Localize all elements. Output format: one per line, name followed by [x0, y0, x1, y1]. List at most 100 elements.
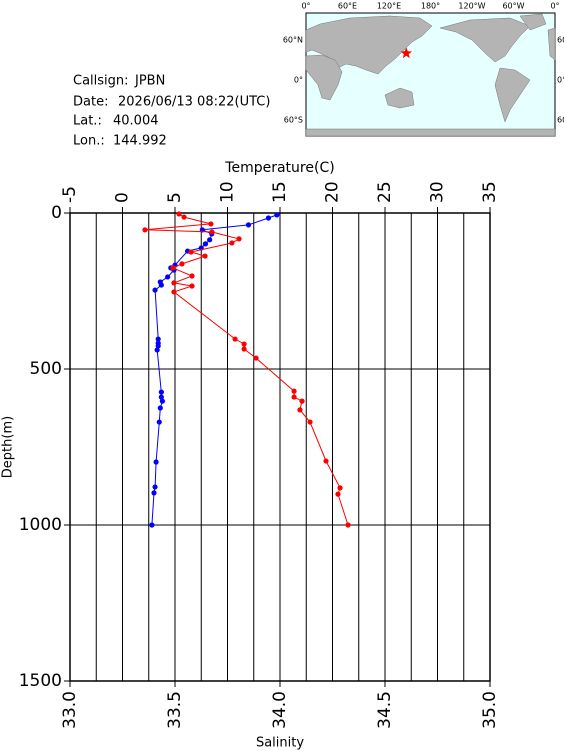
- profile-point: [202, 253, 208, 259]
- profile-point: [154, 347, 160, 353]
- profile-point: [236, 236, 242, 242]
- x2-tick-label: 25: [375, 181, 395, 203]
- profile-point: [171, 280, 177, 286]
- map-lat-label: 60°N: [557, 36, 564, 45]
- map-lon-label: 120°E: [377, 2, 401, 11]
- profile-point: [176, 211, 182, 217]
- profile-point: [159, 398, 165, 404]
- profile-point: [229, 240, 235, 246]
- map-lon-label: 60°E: [338, 2, 357, 11]
- x2-tick-label: -5: [60, 186, 80, 203]
- profile-point: [171, 289, 177, 295]
- map-lon-label: 60°W: [502, 2, 524, 11]
- profile-point: [189, 283, 195, 289]
- profile-point: [337, 485, 343, 491]
- land: [305, 128, 556, 137]
- x2-tick-label: 5: [165, 192, 185, 203]
- map-lat-label: 60°S: [557, 116, 564, 125]
- profile-point: [241, 341, 247, 347]
- profile-point: [153, 459, 159, 465]
- profile-point: [265, 215, 272, 221]
- profile-point: [245, 222, 252, 228]
- profile-point: [188, 249, 194, 255]
- profile-point: [152, 484, 158, 490]
- profile-point: [345, 522, 351, 528]
- x2-axis-title: Temperature(C): [224, 160, 334, 176]
- profile-point: [274, 212, 280, 218]
- profile-point: [170, 265, 176, 271]
- profile-point: [157, 405, 163, 411]
- profile-point: [179, 261, 185, 267]
- land: [305, 15, 433, 75]
- y-tick-label: 1000: [19, 515, 62, 535]
- profile-point: [156, 419, 162, 425]
- profile-point: [158, 394, 164, 400]
- land: [305, 54, 343, 101]
- lat-label: Lat.:: [73, 114, 102, 129]
- profile-point: [253, 355, 259, 361]
- profile-point: [241, 346, 247, 352]
- y-tick-label: 1500: [19, 671, 62, 691]
- x-axis-title: Salinity: [256, 736, 304, 751]
- x2-tick-label: 10: [218, 181, 238, 203]
- x-tick-label: 33.0: [60, 691, 80, 729]
- date: 2026/06/13 08:22(UTC): [118, 95, 270, 110]
- profile-point: [299, 398, 305, 404]
- map-lat-label: 60°S: [284, 116, 303, 125]
- profile-point: [209, 229, 215, 235]
- profile-point: [142, 227, 148, 233]
- x-tick-label: 33.5: [165, 691, 185, 729]
- profile-point: [307, 419, 313, 425]
- y-tick-label: 500: [30, 359, 62, 379]
- map-lon-label: 120°W: [458, 2, 485, 11]
- land: [519, 13, 547, 31]
- profile-point: [208, 221, 214, 227]
- map-lat-label: 60°N: [283, 36, 303, 45]
- x2-tick-label: 20: [323, 181, 343, 203]
- profile-point: [152, 287, 158, 293]
- lon-label: Lon.:: [73, 134, 105, 149]
- lon: 144.992: [113, 134, 167, 149]
- callsign-label: Callsign:: [73, 74, 129, 89]
- x2-tick-label: 35: [480, 181, 500, 203]
- profile-point: [165, 274, 171, 280]
- profile-line: [151, 214, 278, 526]
- land: [547, 27, 556, 61]
- map-lat-label: 0°: [557, 76, 564, 85]
- callsign: JPBN: [134, 74, 165, 89]
- profile-point: [207, 237, 213, 243]
- profile-point: [291, 388, 297, 394]
- profile-point: [151, 490, 157, 496]
- profile-point: [323, 458, 329, 464]
- map-lon-label: 180°: [421, 2, 440, 11]
- map: 0° 60°E 120°E 180° 120°W 60°W 0° 60°N 60°N 0° 0° 60…: [283, 2, 564, 137]
- x-tick-label: 34.5: [375, 691, 395, 729]
- profile-point: [158, 389, 164, 395]
- land: [494, 67, 531, 123]
- y-axis-title: Depth(m): [1, 416, 16, 478]
- profile-point: [297, 407, 303, 413]
- profile-point: [232, 336, 238, 342]
- profile-point: [189, 273, 195, 279]
- map-lon-label: 0°: [550, 2, 559, 11]
- land: [439, 17, 531, 63]
- profile-point: [291, 394, 297, 400]
- x2-tick-label: 0: [113, 192, 133, 203]
- map-lat-label: 0°: [294, 76, 303, 85]
- station-info: Callsign: JPBN Date: 2026/06/13 08:22(UT…: [73, 74, 270, 149]
- x-tick-label: 34.0: [270, 691, 290, 729]
- x2-tick-label: 15: [270, 181, 290, 203]
- profile-point: [202, 241, 209, 247]
- profile-point: [158, 282, 164, 288]
- profile-point: [155, 343, 161, 349]
- date-label: Date:: [73, 95, 108, 110]
- lat: 40.004: [113, 114, 159, 129]
- x2-tick-label: 30: [428, 181, 448, 203]
- station-marker: [400, 47, 412, 59]
- profile-point: [181, 214, 187, 220]
- y-tick-label: 0: [51, 203, 62, 223]
- profile-point: [149, 522, 155, 528]
- profile-point: [155, 336, 161, 342]
- profile-line: [144, 213, 349, 526]
